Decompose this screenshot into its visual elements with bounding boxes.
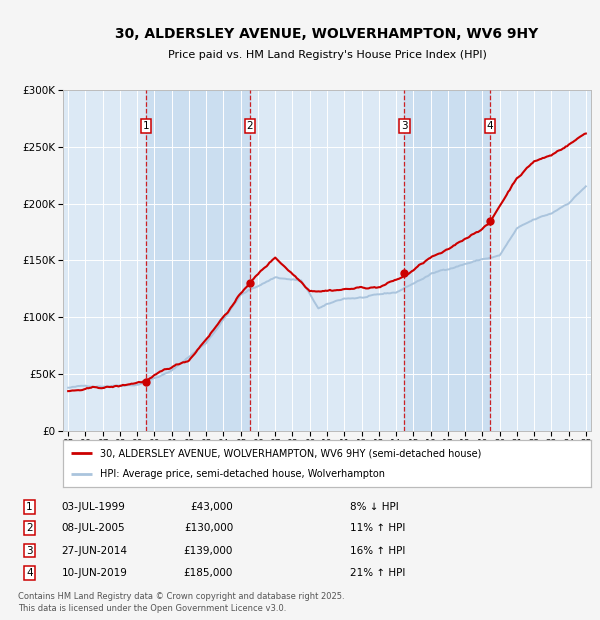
Text: £185,000: £185,000 <box>184 568 233 578</box>
Text: 03-JUL-1999: 03-JUL-1999 <box>61 502 125 512</box>
Text: 10-JUN-2019: 10-JUN-2019 <box>61 568 127 578</box>
Bar <box>146 90 250 431</box>
Text: 4: 4 <box>487 121 493 131</box>
Text: 2: 2 <box>247 121 253 131</box>
Text: 3: 3 <box>401 121 408 131</box>
Text: £139,000: £139,000 <box>184 546 233 556</box>
Text: £43,000: £43,000 <box>190 502 233 512</box>
Text: 1: 1 <box>143 121 149 131</box>
Text: This data is licensed under the Open Government Licence v3.0.: This data is licensed under the Open Gov… <box>18 604 286 613</box>
Bar <box>404 90 490 431</box>
Text: 8% ↓ HPI: 8% ↓ HPI <box>350 502 398 512</box>
Text: 2: 2 <box>26 523 33 533</box>
Text: 08-JUL-2005: 08-JUL-2005 <box>61 523 125 533</box>
Text: 16% ↑ HPI: 16% ↑ HPI <box>350 546 405 556</box>
Text: £130,000: £130,000 <box>184 523 233 533</box>
Text: 30, ALDERSLEY AVENUE, WOLVERHAMPTON, WV6 9HY (semi-detached house): 30, ALDERSLEY AVENUE, WOLVERHAMPTON, WV6… <box>100 448 481 458</box>
Text: 11% ↑ HPI: 11% ↑ HPI <box>350 523 405 533</box>
Text: Price paid vs. HM Land Registry's House Price Index (HPI): Price paid vs. HM Land Registry's House … <box>167 50 487 60</box>
Text: 3: 3 <box>26 546 33 556</box>
Text: HPI: Average price, semi-detached house, Wolverhampton: HPI: Average price, semi-detached house,… <box>100 469 385 479</box>
Text: 21% ↑ HPI: 21% ↑ HPI <box>350 568 405 578</box>
Text: 30, ALDERSLEY AVENUE, WOLVERHAMPTON, WV6 9HY: 30, ALDERSLEY AVENUE, WOLVERHAMPTON, WV6… <box>115 27 539 41</box>
Text: 1: 1 <box>26 502 33 512</box>
Text: 27-JUN-2014: 27-JUN-2014 <box>61 546 127 556</box>
Text: Contains HM Land Registry data © Crown copyright and database right 2025.: Contains HM Land Registry data © Crown c… <box>18 592 344 601</box>
Text: 4: 4 <box>26 568 33 578</box>
